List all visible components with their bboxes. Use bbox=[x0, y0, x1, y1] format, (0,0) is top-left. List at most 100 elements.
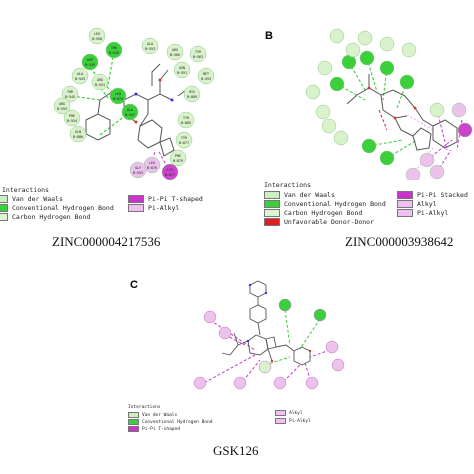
legend-swatch bbox=[0, 195, 8, 203]
legend-swatch bbox=[397, 209, 413, 217]
residue-disc bbox=[361, 138, 377, 154]
svg-text:B:553: B:553 bbox=[201, 77, 211, 81]
residue-disc bbox=[419, 152, 435, 168]
legend-swatch bbox=[264, 218, 280, 226]
svg-text:LEU: LEU bbox=[149, 161, 155, 165]
legend-label: Alkyl bbox=[417, 200, 437, 208]
legend-item: Conventional Hydrogen Bond bbox=[264, 200, 386, 208]
residue-disc bbox=[451, 102, 467, 118]
svg-text:ASN: ASN bbox=[179, 66, 185, 70]
legend-label: Carbon Hydrogen Bond bbox=[12, 213, 91, 221]
residue-disc bbox=[401, 42, 417, 58]
residue-disc bbox=[399, 74, 415, 90]
legend-label: Unfavorable Donor-Donor bbox=[284, 218, 375, 226]
legend-label: Pi-Pi Stacked bbox=[417, 191, 468, 199]
legend-swatch bbox=[0, 213, 8, 221]
legend-label: Van der Waals bbox=[12, 195, 63, 203]
legend-label: Pi-Alkyl bbox=[417, 209, 449, 217]
svg-text:ASP: ASP bbox=[87, 58, 93, 62]
legend-swatch bbox=[0, 204, 8, 212]
legend-item: Van der Waals bbox=[128, 412, 177, 418]
svg-text:ALA: ALA bbox=[77, 72, 83, 76]
legend-item: Pi-Alkyl bbox=[128, 204, 179, 212]
residue-disc bbox=[218, 326, 232, 340]
legend-item: Pi-Pi T-shaped bbox=[128, 426, 180, 432]
legend-item: Pi-Alkyl bbox=[397, 209, 448, 217]
residue-disc bbox=[457, 122, 473, 138]
residue-disc bbox=[203, 310, 217, 324]
legend-swatch bbox=[397, 200, 413, 208]
svg-text:B:551: B:551 bbox=[95, 83, 105, 87]
legend-swatch bbox=[264, 209, 280, 217]
residue-disc bbox=[313, 308, 327, 322]
panel-c: C bbox=[100, 275, 380, 474]
residue-disc bbox=[429, 102, 445, 118]
residue-disc bbox=[357, 30, 373, 46]
legend-swatch bbox=[275, 410, 286, 416]
legend-label: Conventional Hydrogen Bond bbox=[142, 419, 213, 425]
legend-label: Van der Waals bbox=[142, 412, 178, 418]
svg-text:B:553: B:553 bbox=[145, 47, 155, 51]
svg-text:B:551: B:551 bbox=[177, 71, 187, 75]
legend-item: Van der Waals bbox=[264, 191, 335, 199]
residue-disc bbox=[317, 60, 333, 76]
legend-swatch bbox=[128, 419, 139, 425]
residue-disc bbox=[405, 167, 421, 180]
svg-text:B:548: B:548 bbox=[109, 51, 119, 55]
residue-disc bbox=[305, 84, 321, 100]
residue-disc bbox=[321, 118, 337, 134]
svg-text:THR: THR bbox=[67, 90, 74, 94]
legend-item: Alkyl bbox=[275, 410, 303, 416]
svg-text:HIS: HIS bbox=[189, 90, 195, 94]
panel-a: LEU B:550 THR B:548 ASP B:549 ALA B:543 ARG B:551… bbox=[0, 0, 237, 250]
svg-text:GLN: GLN bbox=[75, 130, 81, 134]
svg-text:ALA: ALA bbox=[147, 42, 153, 46]
legend-item: Alkyl bbox=[397, 200, 437, 208]
svg-text:MET: MET bbox=[203, 72, 209, 76]
legend-item: Van der Waals bbox=[0, 195, 63, 203]
panel-b: B bbox=[237, 0, 474, 250]
residue-disc bbox=[379, 36, 395, 52]
residue-disc bbox=[329, 76, 345, 92]
legend-item: Conventional Hydrogen Bond bbox=[128, 419, 212, 425]
svg-text:PHE: PHE bbox=[175, 154, 181, 158]
legend-swatch bbox=[128, 426, 139, 432]
caption-a: ZINC000004217536 bbox=[52, 234, 161, 249]
residue-disc bbox=[273, 376, 287, 390]
svg-text:B:874: B:874 bbox=[113, 97, 123, 101]
legend-swatch bbox=[275, 418, 286, 424]
legend-title: Interactions bbox=[128, 405, 161, 410]
panel-label: C bbox=[130, 279, 138, 291]
legend-label: Pi-Pi T-shaped bbox=[148, 195, 203, 203]
svg-text:THR: THR bbox=[111, 46, 118, 50]
legend-label: Pi-Alkyl bbox=[148, 204, 180, 212]
residue-disc bbox=[258, 360, 272, 374]
residue-disc bbox=[379, 60, 395, 76]
svg-text:B:550: B:550 bbox=[92, 37, 102, 41]
legend-item: Conventional Hydrogen Bond bbox=[0, 204, 114, 212]
legend-swatch bbox=[397, 191, 413, 199]
legend-item: Unfavorable Donor-Donor bbox=[264, 218, 374, 226]
caption-b: ZINC000003938642 bbox=[345, 234, 454, 249]
svg-text:ARG: ARG bbox=[59, 102, 65, 106]
panel-b-residues bbox=[305, 28, 473, 180]
svg-text:B:877: B:877 bbox=[179, 141, 189, 145]
residue-disc bbox=[233, 376, 247, 390]
svg-text:PHE: PHE bbox=[69, 114, 75, 118]
residue-disc bbox=[331, 358, 345, 372]
legend-swatch bbox=[128, 204, 144, 212]
panel-c-residues bbox=[193, 298, 345, 390]
